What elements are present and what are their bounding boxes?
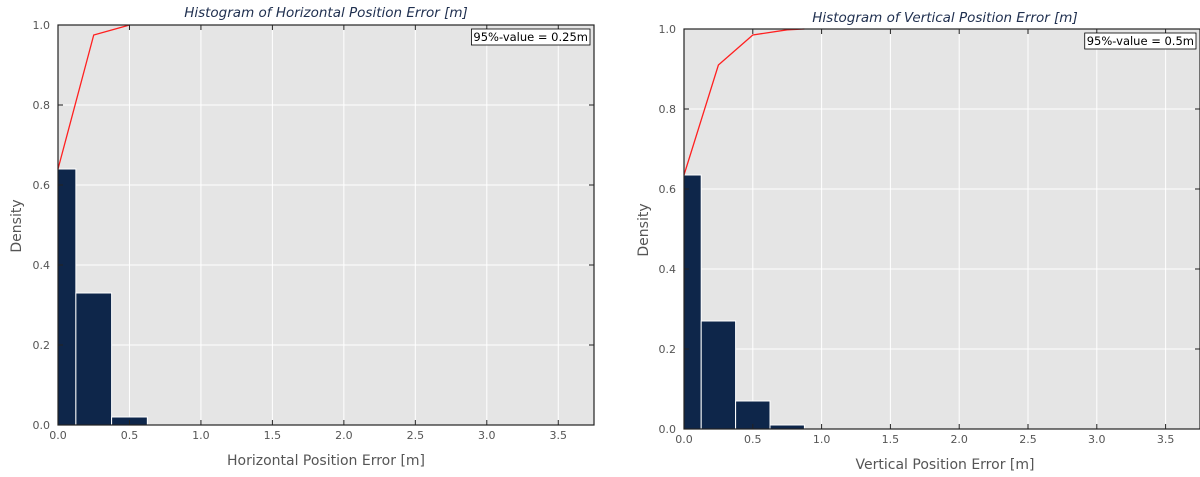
- horizontal-error-chart: Histogram of Horizontal Position Error […: [9, 5, 595, 469]
- x-tick-label: 3.0: [1088, 433, 1106, 446]
- histogram-bar: [75, 292, 113, 426]
- annotation-box: 95%-value = 0.5m: [1084, 32, 1197, 50]
- y-tick-label: 1.0: [659, 23, 677, 36]
- y-axis-label: Density: [9, 199, 25, 252]
- plot-area: 0.0 0.5 1.0 1.5 2.0 2.5 3.0 3.5 0.0 0.2 0.4 0.6 0.8 1…: [659, 23, 1200, 446]
- y-tick-label: 0.6: [659, 183, 677, 196]
- x-tick-label: 3.0: [478, 429, 496, 442]
- y-axis-label: Density: [636, 203, 652, 256]
- y-tick-label: 0.0: [33, 419, 51, 432]
- plot-area: 0.0 0.5 1.0 1.5 2.0 2.5 3.0 3.5 0.0 0.2 0.4 0.6 0.8 1…: [33, 19, 595, 442]
- y-tick-label: 0.2: [33, 339, 51, 352]
- x-tick-label: 0.0: [49, 429, 67, 442]
- x-tick-label: 3.5: [1157, 433, 1175, 446]
- x-tick-label: 0.5: [121, 429, 139, 442]
- y-tick-label: 0.0: [659, 423, 677, 436]
- x-tick-label: 3.5: [550, 429, 568, 442]
- percentile-annotation: 95%-value = 0.5m: [1087, 34, 1194, 48]
- x-tick-label: 1.5: [264, 429, 282, 442]
- x-axis-label: Vertical Position Error [m]: [856, 457, 1035, 473]
- annotation-box: 95%-value = 0.25m: [471, 28, 591, 46]
- chart-title: Histogram of Horizontal Position Error […: [184, 5, 468, 21]
- x-tick-label: 0.0: [675, 433, 693, 446]
- histogram-bar: [683, 174, 702, 430]
- y-tick-label: 0.4: [659, 263, 677, 276]
- x-tick-label: 2.5: [407, 429, 425, 442]
- x-tick-label: 0.5: [744, 433, 762, 446]
- vertical-error-chart: Histogram of Vertical Position Error [m]…: [636, 10, 1200, 473]
- histogram-bar: [700, 320, 737, 430]
- y-tick-label: 0.8: [33, 99, 51, 112]
- plot-frame: [57, 24, 595, 426]
- chart-title: Histogram of Vertical Position Error [m]: [812, 10, 1077, 26]
- y-tick-label: 1.0: [33, 19, 51, 32]
- y-tick-label: 0.2: [659, 343, 677, 356]
- histogram-bar: [57, 168, 77, 426]
- plot-background: [684, 29, 1200, 429]
- plot-frame: [683, 28, 1200, 430]
- y-tick-label: 0.4: [33, 259, 51, 272]
- x-tick-label: 2.5: [1019, 433, 1037, 446]
- y-tick-label: 0.6: [33, 179, 51, 192]
- x-axis-label: Horizontal Position Error [m]: [227, 453, 425, 469]
- x-tick-label: 1.0: [192, 429, 210, 442]
- x-tick-label: 1.5: [882, 433, 900, 446]
- percentile-annotation: 95%-value = 0.25m: [473, 30, 588, 44]
- x-tick-label: 1.0: [813, 433, 831, 446]
- cdf-line: [57, 24, 130, 170]
- plot-background: [58, 25, 594, 425]
- y-tick-label: 0.8: [659, 103, 677, 116]
- x-tick-label: 2.0: [950, 433, 968, 446]
- x-tick-label: 2.0: [335, 429, 353, 442]
